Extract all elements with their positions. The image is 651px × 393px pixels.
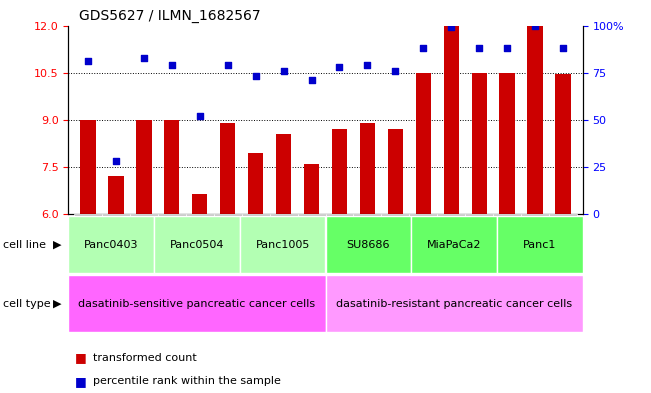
Text: GSM1435695: GSM1435695 xyxy=(387,214,395,270)
Text: GSM1435686: GSM1435686 xyxy=(135,214,144,270)
Text: GSM1435699: GSM1435699 xyxy=(498,214,507,270)
Point xyxy=(195,113,205,119)
Bar xyxy=(497,216,583,273)
Bar xyxy=(555,74,571,214)
Text: GSM1435689: GSM1435689 xyxy=(219,214,228,270)
Bar xyxy=(493,214,521,216)
Bar xyxy=(415,73,431,214)
Bar xyxy=(443,26,459,214)
Text: percentile rank within the sample: percentile rank within the sample xyxy=(93,376,281,386)
Text: GSM1435687: GSM1435687 xyxy=(163,214,172,270)
Text: Panc1005: Panc1005 xyxy=(255,240,310,250)
Text: ▶: ▶ xyxy=(53,299,62,309)
Bar xyxy=(276,134,291,214)
Point xyxy=(251,73,261,80)
Text: Panc1: Panc1 xyxy=(523,240,557,250)
Bar xyxy=(471,73,487,214)
Bar xyxy=(304,164,319,214)
Text: GSM1435697: GSM1435697 xyxy=(442,214,451,270)
Point xyxy=(558,45,568,51)
Text: ■: ■ xyxy=(75,351,87,364)
Bar xyxy=(409,214,437,216)
Text: Panc0504: Panc0504 xyxy=(170,240,224,250)
Text: Panc0403: Panc0403 xyxy=(84,240,139,250)
Bar xyxy=(549,214,577,216)
Point xyxy=(167,62,177,68)
Text: GSM1435690: GSM1435690 xyxy=(247,214,256,270)
Bar xyxy=(270,214,298,216)
Bar xyxy=(158,214,186,216)
Text: MiaPaCa2: MiaPaCa2 xyxy=(427,240,481,250)
Point xyxy=(279,68,289,74)
Text: GSM1435692: GSM1435692 xyxy=(303,214,312,270)
Text: GSM1435685: GSM1435685 xyxy=(107,214,116,270)
Bar xyxy=(240,216,326,273)
Text: SU8686: SU8686 xyxy=(346,240,390,250)
Text: dasatinib-resistant pancreatic cancer cells: dasatinib-resistant pancreatic cancer ce… xyxy=(336,299,572,309)
Text: GSM1435700: GSM1435700 xyxy=(526,214,535,270)
Bar xyxy=(74,214,102,216)
Text: GSM1435698: GSM1435698 xyxy=(470,214,479,270)
Text: transformed count: transformed count xyxy=(93,353,197,363)
Point xyxy=(446,24,456,31)
Bar xyxy=(130,214,158,216)
Point xyxy=(111,158,121,165)
Bar xyxy=(164,120,180,214)
Bar xyxy=(326,216,411,273)
Text: cell line: cell line xyxy=(3,240,46,250)
Text: ■: ■ xyxy=(75,375,87,388)
Bar xyxy=(136,120,152,214)
Bar xyxy=(437,214,465,216)
Point xyxy=(307,77,317,83)
Text: GSM1435693: GSM1435693 xyxy=(331,214,339,270)
Bar xyxy=(465,214,493,216)
Bar xyxy=(192,194,208,214)
Bar xyxy=(521,214,549,216)
Bar xyxy=(186,214,214,216)
Bar xyxy=(388,129,403,214)
Point xyxy=(474,45,484,51)
Bar xyxy=(499,73,515,214)
Bar xyxy=(298,214,326,216)
Text: ▶: ▶ xyxy=(53,240,62,250)
Bar xyxy=(214,214,242,216)
Text: GSM1435684: GSM1435684 xyxy=(79,214,88,270)
Point xyxy=(139,55,149,61)
Point xyxy=(530,22,540,29)
Point xyxy=(223,62,233,68)
Text: GSM1435694: GSM1435694 xyxy=(359,214,367,270)
Bar xyxy=(411,216,497,273)
Point xyxy=(502,45,512,51)
Text: GSM1435688: GSM1435688 xyxy=(191,214,200,270)
Bar xyxy=(353,214,381,216)
Bar xyxy=(68,216,154,273)
Text: GSM1435691: GSM1435691 xyxy=(275,214,284,270)
Bar xyxy=(248,153,263,214)
Bar xyxy=(332,129,347,214)
Text: dasatinib-sensitive pancreatic cancer cells: dasatinib-sensitive pancreatic cancer ce… xyxy=(78,299,316,309)
Point xyxy=(334,64,344,70)
Bar xyxy=(80,120,96,214)
Text: cell type: cell type xyxy=(3,299,51,309)
Bar xyxy=(326,275,583,332)
Bar xyxy=(381,214,409,216)
Bar xyxy=(68,275,326,332)
Bar xyxy=(242,214,270,216)
Point xyxy=(418,45,428,51)
Bar xyxy=(326,214,353,216)
Point xyxy=(390,68,400,74)
Bar xyxy=(220,123,236,214)
Text: GSM1435701: GSM1435701 xyxy=(554,214,563,270)
Bar xyxy=(360,123,375,214)
Text: GDS5627 / ILMN_1682567: GDS5627 / ILMN_1682567 xyxy=(79,9,260,23)
Bar xyxy=(108,176,124,214)
Bar xyxy=(154,216,240,273)
Bar xyxy=(527,26,543,214)
Point xyxy=(83,58,93,64)
Bar xyxy=(102,214,130,216)
Text: GSM1435696: GSM1435696 xyxy=(414,214,423,270)
Point xyxy=(362,62,372,68)
